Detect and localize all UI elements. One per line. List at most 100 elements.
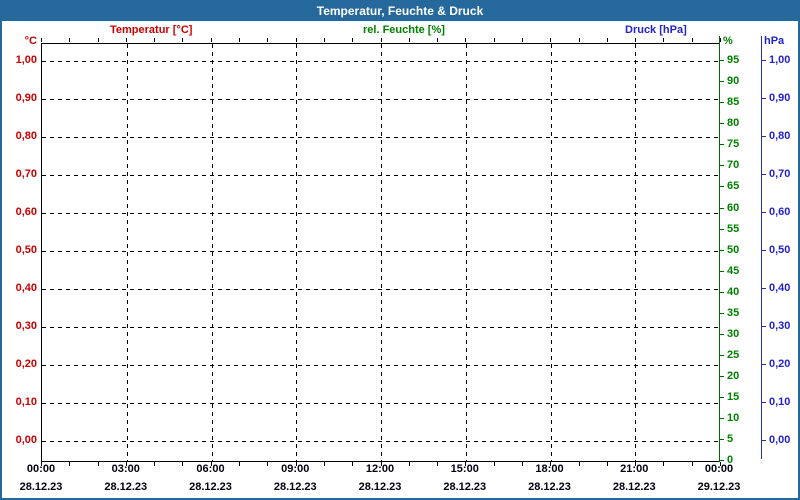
v-gridline: [635, 44, 637, 461]
v-gridline: [465, 44, 467, 461]
humidity-tick-label: 30: [727, 327, 740, 340]
hour-tick-bottom: [239, 462, 241, 466]
humidity-tick-label: 25: [727, 348, 740, 361]
hour-tick-top: [521, 38, 523, 42]
hour-tick-bottom: [465, 462, 467, 466]
hour-tick-top: [408, 38, 410, 42]
hour-tick-bottom: [125, 462, 127, 466]
hour-tick-bottom: [437, 462, 439, 466]
hour-tick-bottom: [41, 462, 42, 466]
pressure-tick: [761, 136, 766, 138]
humidity-tick: [719, 186, 724, 188]
pressure-tick: [761, 174, 766, 176]
humidity-tick-label: 95: [727, 54, 740, 67]
hour-tick-bottom: [182, 462, 184, 466]
hour-tick-top: [323, 38, 325, 42]
humidity-tick: [719, 228, 724, 230]
humidity-tick-label: 65: [727, 180, 740, 193]
hour-tick-top: [239, 38, 241, 42]
hour-tick-top: [210, 38, 212, 42]
date-label: 28.12.23: [104, 481, 148, 493]
pressure-tick: [761, 364, 766, 366]
hour-tick-top: [550, 38, 552, 42]
time-label: 00:00: [704, 463, 734, 475]
legend-pressure: Druck [hPa]: [625, 24, 687, 36]
humidity-tick: [719, 291, 724, 293]
pressure-axis-unit: hPa: [764, 35, 785, 47]
pressure-tick: [761, 326, 766, 328]
humidity-tick: [719, 417, 724, 419]
humidity-tick-label: 15: [727, 390, 740, 403]
hour-tick-bottom: [267, 462, 269, 466]
humidity-tick: [719, 60, 724, 62]
pressure-tick-label: 0,20: [769, 358, 791, 371]
humidity-tick: [719, 459, 724, 461]
hour-tick-top: [295, 38, 297, 42]
v-gridline: [126, 44, 128, 461]
hour-tick-bottom: [606, 462, 608, 466]
humidity-tick-label: 75: [727, 138, 740, 151]
hour-tick-top: [493, 38, 495, 42]
humidity-tick-label: 20: [727, 369, 740, 382]
humidity-tick-label: 70: [727, 159, 740, 172]
humidity-axis-line: [719, 36, 720, 462]
hour-tick-bottom: [635, 462, 637, 466]
humidity-tick-label: 10: [727, 411, 740, 424]
humidity-tick-label: 0: [727, 453, 734, 466]
humidity-tick: [719, 312, 724, 314]
pressure-tick: [761, 402, 766, 404]
window-titlebar: Temperatur, Feuchte & Druck: [2, 2, 798, 21]
temp-tick-label: 0,30: [15, 320, 37, 333]
humidity-tick: [719, 207, 724, 209]
date-label: 28.12.23: [612, 481, 656, 493]
x-axis-ticks-bottom: [41, 462, 721, 466]
hour-tick-top: [691, 38, 693, 42]
pressure-tick-label: 1,00: [769, 54, 791, 67]
hour-tick-top: [720, 38, 721, 42]
hour-tick-bottom: [154, 462, 156, 466]
humidity-tick-label: 55: [727, 222, 740, 235]
hour-tick-top: [267, 38, 269, 42]
hour-tick-top: [578, 38, 580, 42]
humidity-tick: [719, 354, 724, 356]
pressure-tick: [761, 60, 766, 62]
hour-tick-bottom: [720, 462, 721, 466]
legend-humidity: rel. Feuchte [%]: [363, 24, 445, 36]
hour-tick-bottom: [97, 462, 99, 466]
pressure-tick-label: 0,80: [769, 130, 791, 143]
humidity-tick: [719, 165, 724, 167]
hour-tick-bottom: [408, 462, 410, 466]
time-label: 06:00: [196, 463, 225, 475]
temp-tick-label: 0,70: [15, 168, 37, 181]
date-label: 28.12.23: [443, 481, 487, 493]
v-gridline: [550, 44, 552, 461]
v-gridline: [296, 44, 298, 461]
hour-tick-top: [125, 38, 127, 42]
temp-tick-label: 0,10: [15, 396, 37, 409]
hour-tick-top: [606, 38, 608, 42]
pressure-axis: 1,00 0,90 0,80 0,70 0,60 0,50 0,40 0,30 0,20 0,10…: [761, 43, 798, 461]
time-label: 15:00: [450, 463, 479, 475]
chart-title: Temperatur, Feuchte & Druck: [316, 4, 484, 18]
humidity-tick: [719, 144, 724, 146]
temp-axis-unit: °C: [24, 35, 37, 47]
pressure-tick-label: 0,60: [769, 206, 791, 219]
legend-temperature: Temperatur [°C]: [110, 24, 193, 36]
hour-tick-top: [41, 38, 42, 42]
hour-tick-bottom: [663, 462, 665, 466]
pressure-tick-label: 0,90: [769, 92, 791, 105]
hour-tick-bottom: [295, 462, 297, 466]
humidity-tick-label: 85: [727, 96, 740, 109]
humidity-axis: 95 90 85 80 75 70 65 60 55 50 45 40 35 30 25 20 15 10 5 0: [719, 43, 759, 466]
temp-tick-label: 0,80: [15, 130, 37, 143]
date-label: 28.12.23: [189, 481, 232, 493]
temp-tick-label: 0,40: [15, 282, 37, 295]
pressure-tick-label: 0,70: [769, 168, 791, 181]
hour-tick-bottom: [69, 462, 71, 466]
hour-tick-bottom: [210, 462, 212, 466]
hour-tick-bottom: [493, 462, 495, 466]
time-label: 09:00: [281, 463, 310, 475]
hour-tick-top: [437, 38, 439, 42]
hour-tick-bottom: [380, 462, 382, 466]
